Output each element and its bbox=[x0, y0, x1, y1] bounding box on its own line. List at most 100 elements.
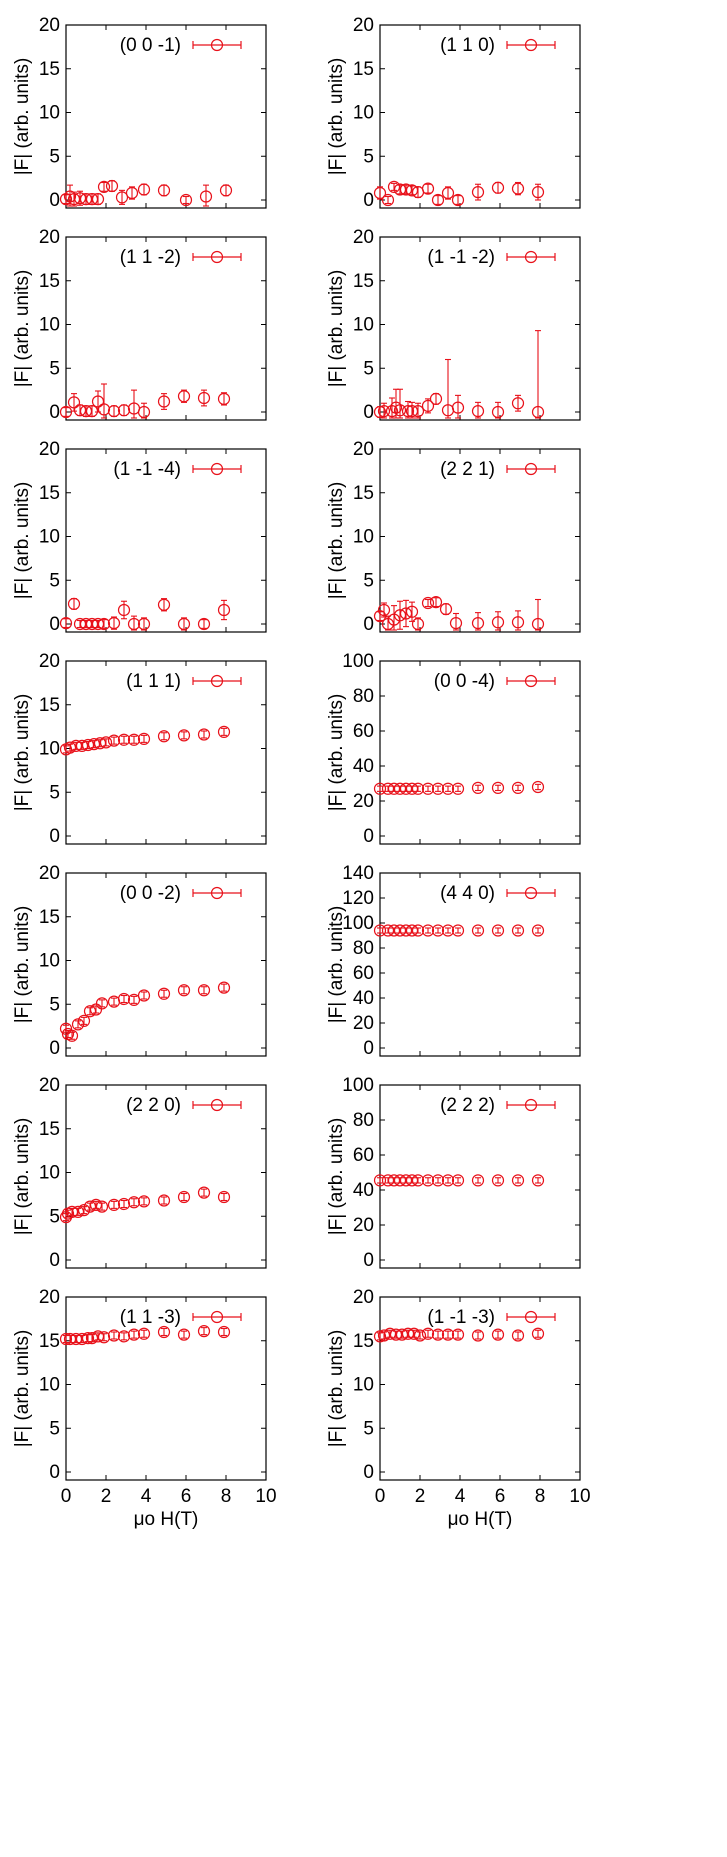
data-point bbox=[511, 924, 525, 937]
data-point bbox=[441, 1174, 455, 1187]
data-point bbox=[431, 193, 445, 207]
y-axis-label: |F| (arb. units) bbox=[12, 482, 33, 600]
data-point bbox=[531, 780, 545, 794]
data-point bbox=[471, 924, 485, 937]
plot-frame bbox=[379, 24, 581, 209]
y-tick-label: 0 bbox=[49, 1462, 60, 1483]
y-tick-label: 0 bbox=[363, 614, 374, 635]
data-point bbox=[531, 617, 545, 631]
y-axis-label: |F| (arb. units) bbox=[12, 694, 33, 812]
data-point bbox=[471, 405, 485, 418]
data-point bbox=[511, 1174, 525, 1187]
data-point bbox=[77, 1014, 91, 1027]
legend-label: (4 4 0) bbox=[440, 883, 495, 904]
data-point bbox=[137, 1327, 151, 1340]
y-tick-label: 15 bbox=[353, 59, 374, 80]
panel-10: 0 20 40 60 80 100 120 140 |F| (arb. units) (4 4 0… bbox=[326, 863, 581, 1059]
data-point bbox=[115, 191, 129, 204]
data-point bbox=[491, 781, 505, 794]
data-point bbox=[125, 186, 139, 200]
x-tick-label: 6 bbox=[495, 1486, 506, 1507]
legend-label: (1 -1 -2) bbox=[427, 247, 495, 268]
y-tick-label: 10 bbox=[39, 951, 60, 972]
plot-frame bbox=[65, 1296, 267, 1481]
panel-11: 0 5 10 15 20 |F| (arb. units) (2 2 0) bbox=[12, 1075, 267, 1271]
data-point bbox=[197, 1186, 211, 1199]
y-tick-label: 15 bbox=[39, 695, 60, 716]
data-point bbox=[431, 782, 445, 795]
y-tick-label: 15 bbox=[39, 1119, 60, 1140]
data-point bbox=[411, 1174, 425, 1187]
data-point bbox=[451, 1328, 465, 1341]
y-tick-label: 5 bbox=[49, 1418, 60, 1439]
data-point bbox=[531, 186, 545, 199]
y-tick-label: 5 bbox=[49, 358, 60, 379]
y-tick-label: 20 bbox=[39, 1287, 60, 1308]
data-point bbox=[107, 405, 121, 418]
data-point bbox=[199, 190, 213, 203]
y-tick-label: 10 bbox=[39, 315, 60, 336]
data-point bbox=[217, 1190, 231, 1204]
data-point bbox=[95, 1200, 109, 1213]
data-point bbox=[217, 981, 231, 994]
y-tick-label: 0 bbox=[49, 190, 60, 211]
y-tick-label: 80 bbox=[353, 938, 374, 959]
y-tick-label: 0 bbox=[49, 1038, 60, 1059]
y-axis-label: |F| (arb. units) bbox=[12, 270, 33, 388]
legend-marker bbox=[210, 462, 224, 476]
legend-marker bbox=[524, 250, 538, 264]
x-tick-label: 4 bbox=[141, 1486, 152, 1507]
data-point bbox=[471, 186, 485, 199]
data-point bbox=[59, 405, 73, 419]
y-tick-label: 100 bbox=[342, 1075, 374, 1096]
y-tick-label: 40 bbox=[353, 756, 374, 777]
panel-9: 0 5 10 15 20 |F| (arb. units) (0 0 -2) bbox=[12, 863, 267, 1059]
data-point bbox=[411, 924, 425, 937]
y-tick-label: 5 bbox=[363, 358, 374, 379]
legend-marker bbox=[524, 886, 538, 900]
data-point bbox=[81, 1332, 95, 1345]
data-point bbox=[413, 1329, 427, 1342]
legend-label: (0 0 -4) bbox=[434, 671, 495, 692]
data-point bbox=[97, 617, 111, 631]
x-tick-label: 10 bbox=[255, 1486, 276, 1507]
data-point bbox=[157, 184, 171, 197]
data-point bbox=[411, 617, 425, 631]
y-tick-label: 0 bbox=[49, 826, 60, 847]
data-point bbox=[177, 729, 191, 742]
data-point bbox=[157, 987, 171, 1000]
y-axis-label: |F| (arb. units) bbox=[326, 482, 347, 600]
y-tick-label: 20 bbox=[353, 1013, 374, 1034]
data-point bbox=[117, 1330, 131, 1343]
x-axis-label: μo H(T) bbox=[448, 1509, 513, 1530]
data-point bbox=[177, 1190, 191, 1204]
legend-marker bbox=[524, 462, 538, 476]
data-point bbox=[511, 182, 525, 195]
legend-marker bbox=[210, 674, 224, 688]
y-tick-label: 15 bbox=[353, 1331, 374, 1352]
plot-frame bbox=[379, 872, 581, 1057]
plot-frame bbox=[379, 448, 581, 633]
y-tick-label: 5 bbox=[49, 570, 60, 591]
y-axis-label: |F| (arb. units) bbox=[326, 58, 347, 176]
data-point bbox=[511, 781, 525, 794]
legend-label: (1 -1 -4) bbox=[113, 459, 181, 480]
data-point bbox=[97, 403, 111, 416]
data-point bbox=[117, 733, 131, 746]
data-point bbox=[137, 405, 151, 419]
x-tick-label: 4 bbox=[455, 1486, 466, 1507]
data-point bbox=[197, 984, 211, 997]
plot-frame bbox=[65, 236, 267, 421]
data-point bbox=[471, 1174, 485, 1187]
legend-marker bbox=[210, 886, 224, 900]
legend-label: (2 2 1) bbox=[440, 459, 495, 480]
data-point bbox=[157, 1194, 171, 1207]
legend-marker bbox=[524, 38, 538, 52]
data-point bbox=[421, 1327, 435, 1340]
y-tick-label: 0 bbox=[363, 1250, 374, 1271]
data-point bbox=[117, 404, 131, 417]
legend-label: (1 -1 -3) bbox=[427, 1307, 495, 1328]
y-axis-label: |F| (arb. units) bbox=[12, 1330, 33, 1448]
data-point bbox=[451, 782, 465, 795]
x-tick-label: 6 bbox=[181, 1486, 192, 1507]
